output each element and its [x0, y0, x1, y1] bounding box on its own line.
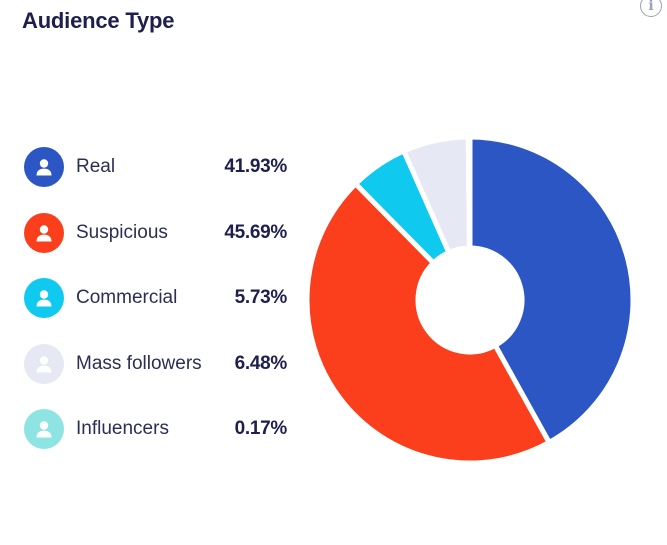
- legend-item-suspicious: Suspicious 45.69%: [24, 212, 294, 253]
- legend-value: 0.17%: [234, 418, 288, 439]
- user-icon: [24, 147, 64, 187]
- donut-slice-suspicious[interactable]: [304, 181, 552, 466]
- user-icon: [24, 212, 64, 253]
- legend-item-commercial: Commercial 5.73%: [24, 278, 294, 318]
- card-title: Audience Type: [22, 8, 175, 33]
- donut-slice-real[interactable]: [467, 134, 636, 445]
- legend-label: Real: [76, 156, 116, 177]
- donut-chart-svg: [304, 134, 636, 466]
- user-glyph: [36, 421, 52, 438]
- user-icon: [24, 409, 64, 449]
- legend-item-influencers: Influencers 0.17%: [24, 409, 294, 449]
- user-glyph: [36, 159, 52, 176]
- donut-slice-influencers[interactable]: [465, 134, 473, 251]
- legend-label: Commercial: [76, 287, 178, 308]
- user-icon: [24, 278, 64, 318]
- legend-label: Mass followers: [76, 352, 202, 374]
- legend: Real 41.93% Suspicious 45.69% Commercial…: [24, 147, 294, 475]
- legend-item-mass-followers: Mass followers 6.48%: [24, 343, 294, 384]
- info-icon[interactable]: i: [640, 0, 662, 17]
- legend-value: 41.93%: [224, 156, 287, 177]
- legend-value: 6.48%: [234, 352, 288, 374]
- user-glyph: [36, 355, 52, 372]
- user-glyph: [36, 290, 52, 307]
- donut-chart: [300, 130, 640, 470]
- legend-label: Influencers: [76, 418, 169, 439]
- user-icon: [24, 343, 64, 384]
- user-glyph: [36, 224, 52, 241]
- legend-item-real: Real 41.93%: [24, 147, 294, 187]
- legend-value: 45.69%: [224, 221, 287, 243]
- legend-value: 5.73%: [234, 287, 288, 308]
- legend-label: Suspicious: [76, 221, 168, 243]
